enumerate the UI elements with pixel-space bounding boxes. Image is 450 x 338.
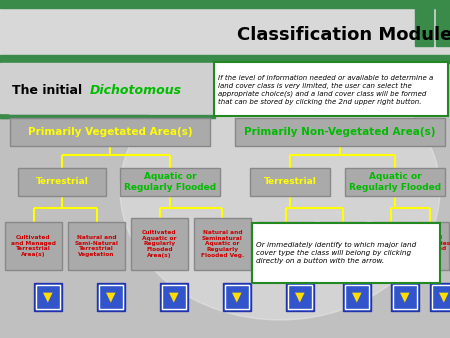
Bar xyxy=(257,222,314,270)
Bar xyxy=(411,222,449,270)
Bar xyxy=(194,218,251,270)
Ellipse shape xyxy=(120,60,440,320)
Text: Cultivated
and Managed
Terrestrial
Area(s): Cultivated and Managed Terrestrial Area(… xyxy=(11,235,56,257)
Bar xyxy=(345,168,445,196)
Text: Classification Module: Classification Module xyxy=(237,26,450,44)
Text: ▼: ▼ xyxy=(295,290,305,304)
Text: Aquatic or
Regularly Flooded: Aquatic or Regularly Flooded xyxy=(124,172,216,192)
Bar xyxy=(0,63,215,113)
Bar xyxy=(286,283,314,311)
Text: Or immediately identify to which major land
cover type the class will belong by : Or immediately identify to which major l… xyxy=(256,242,416,264)
Text: Primarily Vegetated Area(s): Primarily Vegetated Area(s) xyxy=(28,127,192,137)
Bar xyxy=(120,168,220,196)
Text: The initial: The initial xyxy=(12,84,91,97)
Text: Natural and
Seminatural
Aquatic or
Regularly
Flooded Veg.: Natural and Seminatural Aquatic or Regul… xyxy=(201,230,244,258)
Bar xyxy=(430,283,450,311)
Text: ▼: ▼ xyxy=(352,290,362,304)
Bar xyxy=(436,8,450,46)
Bar xyxy=(320,222,366,270)
Bar xyxy=(0,115,215,118)
Bar xyxy=(0,0,450,8)
Text: ▼: ▼ xyxy=(439,290,449,304)
FancyBboxPatch shape xyxy=(252,223,440,283)
Bar xyxy=(97,283,125,311)
Bar xyxy=(235,118,445,146)
Text: ▼: ▼ xyxy=(232,290,242,304)
Bar xyxy=(345,285,369,309)
Text: Primarily Non-Vegetated Area(s): Primarily Non-Vegetated Area(s) xyxy=(244,127,436,137)
Bar xyxy=(415,8,433,46)
Bar xyxy=(5,222,62,270)
Bar xyxy=(68,222,125,270)
Bar xyxy=(160,283,188,311)
Text: Artificial
Waterbodies,
Snow and Ice: Artificial Waterbodies, Snow and Ice xyxy=(369,238,413,254)
FancyBboxPatch shape xyxy=(214,62,448,116)
Bar xyxy=(432,285,450,309)
Bar xyxy=(288,285,312,309)
Text: Bare Area(s): Bare Area(s) xyxy=(322,243,364,248)
Bar xyxy=(131,218,188,270)
Text: Artificial
Surfaces and
Associated
Area(s): Artificial Surfaces and Associated Area(… xyxy=(264,235,307,257)
Text: ▼: ▼ xyxy=(169,290,179,304)
Text: Cultivated
Aquatic or
Regularly
Flooded
Area(s): Cultivated Aquatic or Regularly Flooded … xyxy=(142,230,177,258)
Bar xyxy=(99,285,123,309)
Bar xyxy=(0,0,450,55)
Text: Terrestrial: Terrestrial xyxy=(264,177,316,187)
Bar xyxy=(223,283,251,311)
Bar xyxy=(18,168,106,196)
Text: ▼: ▼ xyxy=(106,290,116,304)
Text: Terrestrial: Terrestrial xyxy=(36,177,89,187)
Bar xyxy=(36,285,60,309)
Bar xyxy=(393,285,417,309)
Bar xyxy=(34,283,62,311)
Text: If the level of information needed or available to determine a
land cover class : If the level of information needed or av… xyxy=(218,75,433,105)
Bar xyxy=(162,285,186,309)
Bar xyxy=(0,63,8,118)
Text: ▼: ▼ xyxy=(43,290,53,304)
Bar xyxy=(10,118,210,146)
Bar xyxy=(391,283,419,311)
Bar xyxy=(343,283,371,311)
Text: Dichotomous: Dichotomous xyxy=(90,84,182,97)
Text: Natural and
Semi-Natural
Terrestrial
Vegetation: Natural and Semi-Natural Terrestrial Veg… xyxy=(75,235,118,257)
Bar xyxy=(225,285,249,309)
Text: Aquatic or
Regularly Flooded: Aquatic or Regularly Flooded xyxy=(349,172,441,192)
Text: ▼: ▼ xyxy=(400,290,410,304)
Bar xyxy=(0,55,450,63)
Bar xyxy=(372,222,410,270)
Text: Natural
Waterbodies
Snow and
Ice: Natural Waterbodies Snow and Ice xyxy=(409,235,450,257)
Bar xyxy=(250,168,330,196)
